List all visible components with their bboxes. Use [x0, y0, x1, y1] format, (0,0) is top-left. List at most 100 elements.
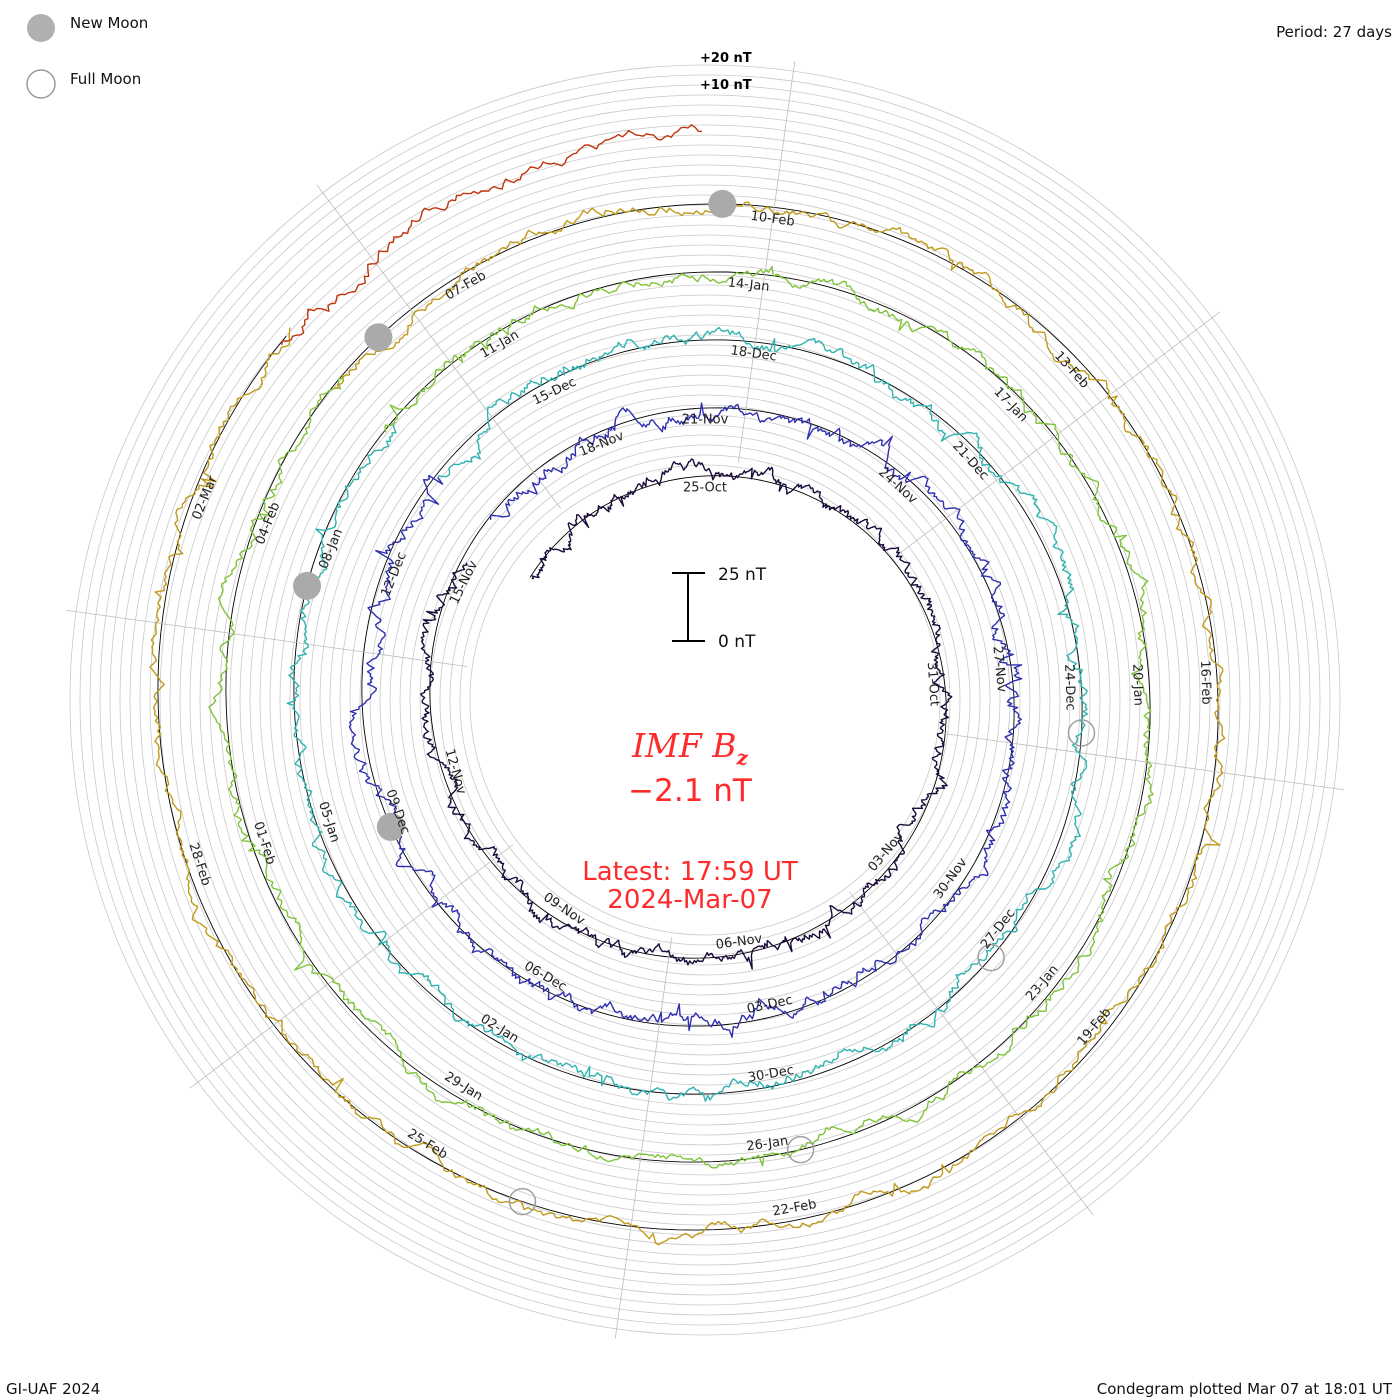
full-moon-marker	[977, 943, 1005, 972]
spiral-baseline	[157, 203, 1219, 1231]
grid-spoke	[738, 61, 796, 463]
chart-title-text: IMF B	[632, 726, 737, 765]
date-label: 01-Feb	[250, 820, 278, 867]
latest-time: Latest: 17:59 UT	[582, 857, 798, 887]
grid-ring	[399, 394, 1011, 1006]
grid-ring	[349, 344, 1061, 1056]
date-label: 26-Jan	[746, 1134, 790, 1155]
date-label: 13-Feb	[1051, 349, 1092, 392]
grid-spoke	[66, 609, 468, 667]
grid-ring	[369, 364, 1041, 1036]
date-label: 29-Jan	[442, 1069, 486, 1104]
grid-ring	[419, 414, 991, 986]
series-line-3	[286, 326, 1088, 1102]
spoke-layer	[66, 61, 1344, 1339]
grid-ring	[199, 194, 1211, 1206]
footer-plot-time: Condegram plotted Mar 07 at 18:01 UT	[1096, 1380, 1392, 1398]
date-label: 19-Feb	[1075, 1005, 1115, 1049]
series-line-5	[149, 201, 1226, 1246]
grid-ring	[229, 224, 1181, 1176]
grid-ring	[79, 74, 1331, 1326]
grid-ring	[109, 104, 1301, 1296]
date-label: 27-Dec	[978, 906, 1018, 952]
grid-ring	[159, 154, 1251, 1246]
series-line-6	[281, 124, 703, 345]
grid-ring	[219, 214, 1191, 1186]
grid-spoke	[942, 733, 1344, 791]
date-label: 18-Nov	[577, 428, 626, 459]
grid-ring	[409, 404, 1001, 996]
moon-layer	[293, 189, 1096, 1216]
date-label: 25-Oct	[683, 481, 727, 496]
grid-ring	[169, 164, 1241, 1236]
latest-date: 2024-Mar-07	[607, 885, 773, 915]
full-moon-marker	[786, 1135, 815, 1164]
ring-label-10: +10 nT	[700, 78, 752, 93]
scale-bar-top-label: 25 nT	[718, 565, 767, 585]
full-moon-icon	[26, 69, 56, 99]
date-label: 15-Nov	[447, 558, 481, 607]
series-line-4	[208, 265, 1154, 1169]
date-label: 07-Feb	[443, 268, 489, 303]
grid-spoke	[849, 891, 1094, 1216]
legend-full-moon-label: Full Moon	[70, 70, 142, 88]
grid-ring	[69, 64, 1341, 1336]
date-label: 18-Dec	[730, 343, 778, 364]
grid-ring	[449, 444, 961, 956]
series-layer	[149, 124, 1226, 1246]
new-moon-icon	[27, 14, 55, 42]
grid-spoke	[316, 184, 561, 509]
full-moon-marker	[1067, 719, 1096, 747]
date-label: 23-Jan	[1023, 962, 1061, 1004]
date-label: 11-Jan	[478, 328, 522, 362]
date-label: 14-Jan	[727, 275, 770, 294]
period-label: Period: 27 days	[1276, 23, 1392, 41]
current-value: −2.1 nT	[628, 773, 752, 809]
grid-ring	[89, 84, 1321, 1316]
grid-layer	[69, 64, 1341, 1336]
date-label: 16-Feb	[1197, 660, 1214, 705]
grid-ring	[279, 274, 1131, 1126]
grid-ring	[329, 324, 1081, 1076]
date-label: 31-Oct	[924, 662, 942, 707]
grid-ring	[389, 384, 1021, 1016]
grid-ring	[129, 124, 1281, 1276]
new-moon-marker	[293, 571, 322, 600]
grid-spoke	[189, 844, 514, 1089]
legend-icons	[26, 14, 56, 99]
date-label: 24-Dec	[1061, 664, 1078, 711]
grid-ring	[469, 464, 941, 936]
new-moon-marker	[364, 323, 393, 352]
grid-ring	[439, 434, 971, 966]
grid-spoke	[614, 937, 672, 1339]
grid-ring	[289, 284, 1121, 1116]
grid-ring	[119, 114, 1291, 1286]
grid-ring	[309, 304, 1101, 1096]
new-moon-marker	[708, 189, 737, 218]
grid-ring	[259, 254, 1151, 1146]
grid-ring	[249, 244, 1161, 1156]
date-label: 22-Feb	[772, 1197, 818, 1219]
date-label: 20-Jan	[1129, 664, 1145, 706]
grid-ring	[359, 354, 1051, 1046]
grid-ring	[319, 314, 1091, 1086]
grid-ring	[209, 204, 1201, 1196]
date-label: 02-Mar	[190, 473, 221, 522]
full-moon-marker	[508, 1187, 537, 1216]
new-moon-marker	[376, 812, 405, 841]
date-label: 21-Nov	[682, 413, 729, 428]
date-label: 21-Dec	[949, 439, 991, 484]
chart-title: IMF Bz	[575, 726, 805, 770]
scale-bar	[672, 572, 705, 642]
grid-ring	[189, 184, 1221, 1216]
legend-new-moon-label: New Moon	[70, 14, 149, 32]
grid-ring	[179, 174, 1231, 1226]
ring-label-20: +20 nT	[700, 51, 752, 66]
latest-info: Latest: 17:59 UT 2024-Mar-07	[520, 858, 860, 914]
grid-ring	[99, 94, 1311, 1306]
scale-bar-bottom-label: 0 nT	[718, 632, 756, 652]
grid-ring	[149, 144, 1261, 1256]
chart-title-subscript: z	[736, 745, 748, 770]
date-label: 12-Nov	[442, 747, 469, 796]
